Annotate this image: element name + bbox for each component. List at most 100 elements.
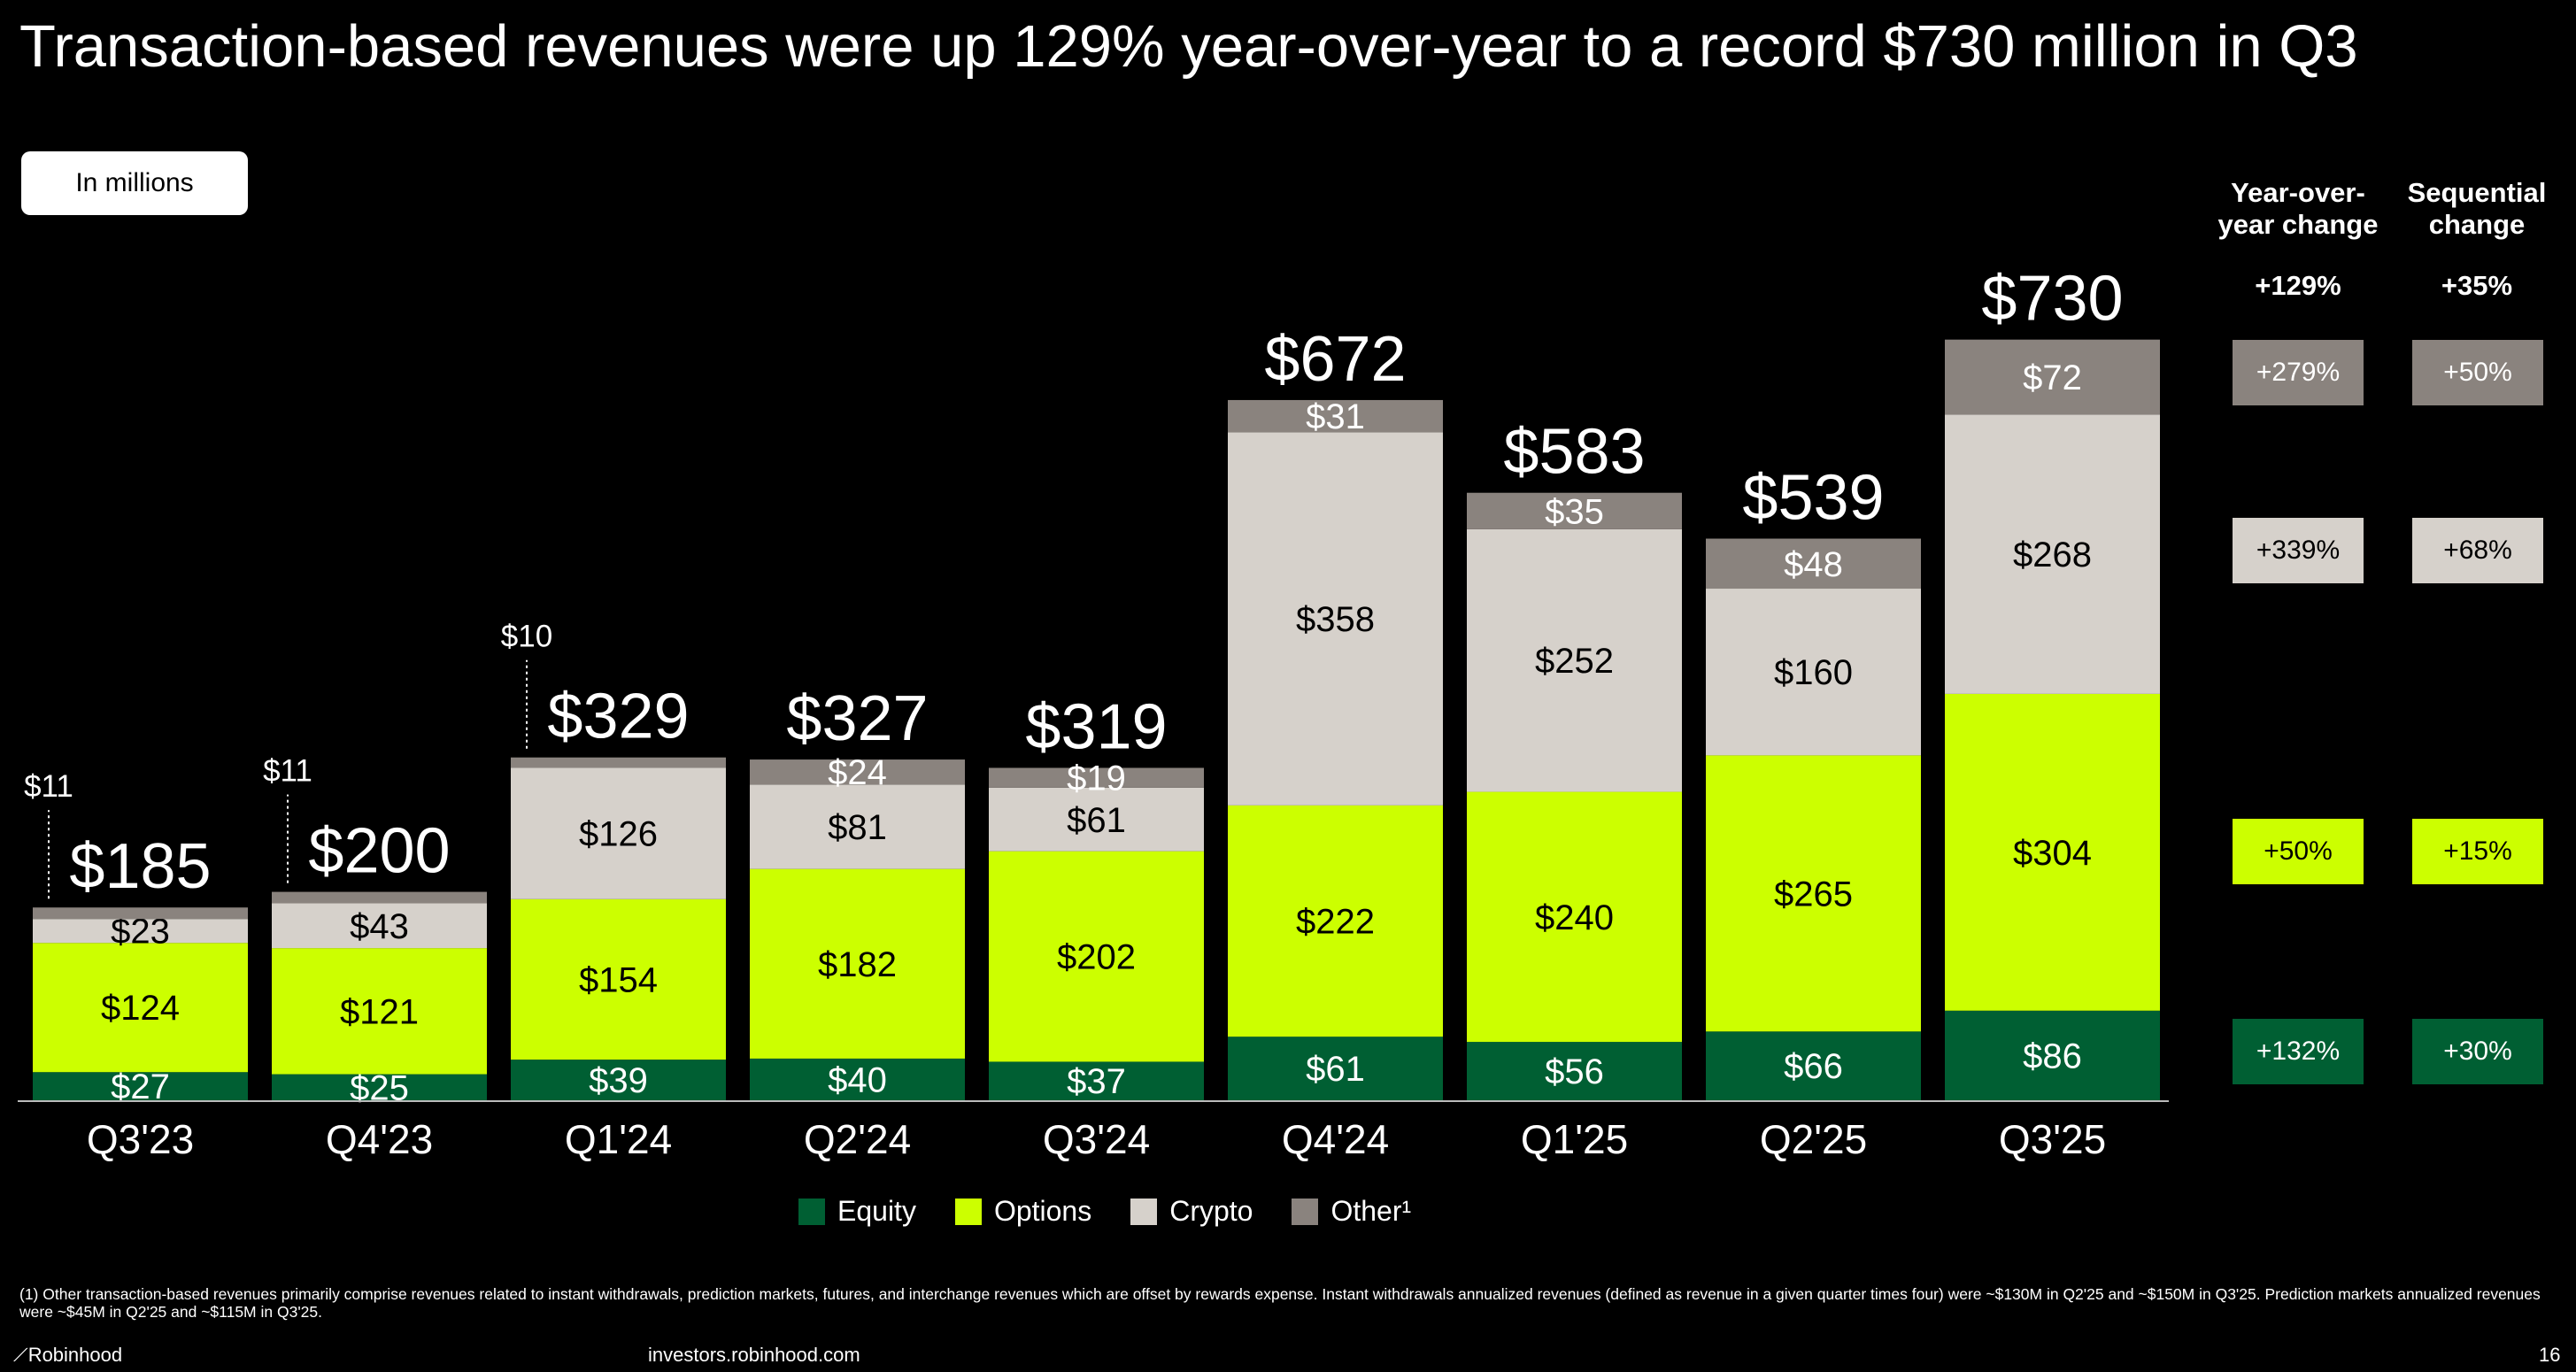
segment-label: $31 — [1306, 397, 1365, 436]
total-label: $200 — [308, 816, 450, 887]
segment-label: $182 — [818, 945, 897, 984]
legend-label-equity: Equity — [837, 1195, 916, 1227]
legend-label-crypto: Crypto — [1169, 1195, 1253, 1227]
legend-crypto: Crypto — [1130, 1195, 1253, 1228]
seq-header-line1: Sequential — [2407, 177, 2547, 208]
brand-name: Robinhood — [27, 1344, 123, 1366]
segment-label: $154 — [579, 960, 658, 999]
legend-swatch-other — [1292, 1198, 1319, 1225]
legend-swatch-equity — [798, 1198, 825, 1225]
segment-label: $265 — [1774, 875, 1853, 913]
bar-segment-options — [511, 898, 726, 1060]
yoy-options: +50% — [2233, 819, 2364, 884]
bar-segment-options — [989, 851, 1204, 1062]
bar-segment-crypto — [989, 787, 1204, 852]
segment-label: $48 — [1784, 545, 1843, 584]
bar-segment-options — [1467, 791, 1682, 1043]
bar-segment-other — [511, 757, 726, 768]
yoy-header-line1: Year-over- — [2231, 177, 2365, 208]
bar-segment-other — [1706, 538, 1921, 590]
total-label: $539 — [1742, 463, 1884, 534]
legend-swatch-crypto — [1130, 1198, 1158, 1225]
bar-segment-equity — [750, 1058, 965, 1100]
yoy-other: +279% — [2233, 340, 2364, 405]
total-label: $583 — [1503, 417, 1645, 488]
yoy-header: Year-over- year change — [2201, 177, 2395, 241]
bar-segment-other — [272, 891, 487, 904]
seq-crypto: +68% — [2412, 518, 2543, 583]
yoy-crypto: +339% — [2233, 518, 2364, 583]
segment-label: $86 — [2023, 1037, 2082, 1075]
legend-other: Other¹ — [1292, 1195, 1411, 1228]
total-label: $185 — [69, 831, 211, 902]
legend-options: Options — [954, 1195, 1091, 1228]
bar-segment-other — [750, 759, 965, 785]
segment-label: $56 — [1545, 1052, 1604, 1091]
category-label: Q2'25 — [1760, 1116, 1867, 1162]
total-label: $329 — [547, 682, 689, 752]
segment-label: $10 — [501, 620, 552, 654]
yoy-header-line2: year change — [2217, 209, 2379, 240]
segment-label: $19 — [1067, 759, 1126, 798]
category-label: Q3'25 — [1999, 1116, 2106, 1162]
slide-title: Transaction-based revenues were up 129% … — [19, 13, 2358, 80]
bar-segment-crypto — [1706, 589, 1921, 756]
bar-segment-options — [33, 943, 248, 1073]
bar-segment-equity — [1467, 1042, 1682, 1100]
seq-other: +50% — [2412, 340, 2543, 405]
segment-label: $304 — [2013, 834, 2092, 873]
yoy-equity: +132% — [2233, 1019, 2364, 1084]
category-label: Q1'24 — [565, 1116, 672, 1162]
bar-segment-equity — [272, 1074, 487, 1100]
bar-segment-crypto — [1945, 414, 2160, 694]
bar-segment-equity — [511, 1060, 726, 1100]
segment-label: $252 — [1535, 642, 1614, 681]
category-label: Q3'23 — [87, 1116, 194, 1162]
segment-label: $11 — [24, 769, 73, 804]
segment-label: $40 — [828, 1060, 887, 1099]
segment-label: $124 — [101, 989, 180, 1028]
seq-total: +35% — [2441, 270, 2513, 301]
chart-legend: Equity Options Crypto Other¹ — [798, 1195, 1411, 1228]
seq-options: +15% — [2412, 819, 2543, 884]
segment-label: $268 — [2013, 536, 2092, 574]
seq-equity: +30% — [2412, 1019, 2543, 1084]
bar-segment-other — [1228, 399, 1443, 433]
bar-segment-equity — [1228, 1037, 1443, 1100]
seq-header: Sequential change — [2379, 177, 2574, 241]
bar-segment-options — [750, 868, 965, 1059]
bar-segment-crypto — [272, 903, 487, 949]
total-label: $327 — [786, 683, 928, 754]
total-label: $672 — [1264, 324, 1406, 395]
segment-label: $43 — [350, 907, 409, 946]
segment-label: $81 — [828, 808, 887, 847]
bar-segment-crypto — [750, 784, 965, 869]
legend-label-other: Other¹ — [1330, 1195, 1412, 1227]
segment-label: $27 — [111, 1068, 170, 1106]
bar-segment-crypto — [1467, 528, 1682, 792]
category-label: Q2'24 — [804, 1116, 911, 1162]
bar-segment-other — [1945, 339, 2160, 415]
legend-equity: Equity — [798, 1195, 916, 1228]
segment-label: $39 — [589, 1061, 648, 1100]
bar-segment-equity — [989, 1061, 1204, 1100]
footnote: (1) Other transaction-based revenues pri… — [19, 1285, 2541, 1321]
bar-segment-options — [1945, 693, 2160, 1011]
segment-label: $358 — [1296, 600, 1375, 639]
bar-segment-crypto — [33, 919, 248, 944]
category-label: Q4'23 — [326, 1116, 433, 1162]
segment-label: $126 — [579, 815, 658, 854]
segment-label: $66 — [1784, 1047, 1843, 1086]
segment-label: $121 — [340, 992, 419, 1031]
bar-segment-other — [33, 907, 248, 920]
bar-segment-equity — [1945, 1010, 2160, 1100]
footer-url[interactable]: investors.robinhood.com — [648, 1344, 860, 1366]
footer-brand: ⁄ Robinhood — [16, 1344, 123, 1367]
bar-segment-equity — [1706, 1031, 1921, 1100]
bar-segment-other — [1467, 492, 1682, 529]
segment-label: $24 — [828, 753, 887, 792]
segment-label: $37 — [1067, 1062, 1126, 1101]
total-label: $319 — [1025, 691, 1167, 762]
legend-swatch-options — [954, 1198, 982, 1225]
